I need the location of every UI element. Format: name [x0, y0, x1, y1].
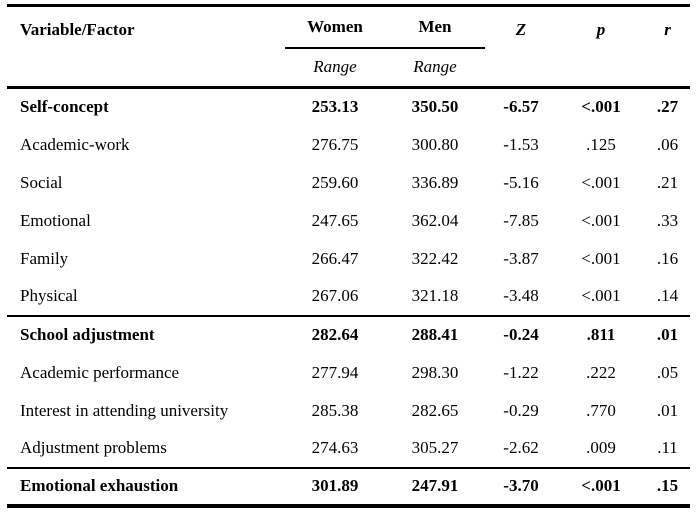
- row-label: Academic performance: [20, 362, 180, 382]
- p-value: <.001: [581, 286, 621, 305]
- table-row-self-concept: Self-concept 253.13 350.50 -6.57 <.001 .…: [7, 88, 690, 126]
- column-header-men: Men: [385, 5, 485, 49]
- r-value: .01: [645, 314, 690, 354]
- r-value: .21: [656, 172, 679, 192]
- men-value: 336.89: [411, 172, 459, 192]
- r-value: .14: [656, 286, 679, 305]
- p-value: .811: [557, 314, 645, 354]
- women-value: 285.38: [311, 400, 359, 420]
- z-value: -1.22: [503, 362, 539, 382]
- column-header-variable-factor: Variable/Factor: [20, 20, 135, 39]
- women-value: 259.60: [311, 172, 359, 192]
- subheader-men-range: Range: [413, 57, 457, 77]
- r-value: .05: [656, 362, 679, 382]
- men-value: 300.80: [411, 134, 459, 154]
- men-value: 282.65: [411, 400, 459, 420]
- women-value: 276.75: [311, 134, 359, 154]
- p-value: .222: [586, 362, 616, 382]
- table-row-interest-university: Interest in attending university 285.38 …: [7, 392, 690, 430]
- p-value: .009: [586, 438, 616, 457]
- row-label: Academic-work: [20, 134, 130, 154]
- table-row-academic-performance: Academic performance 277.94 298.30 -1.22…: [7, 354, 690, 392]
- table-row-school-adjustment: School adjustment 282.64 288.41 -0.24 .8…: [7, 314, 690, 354]
- z-value: -3.48: [503, 286, 539, 305]
- z-value: -0.29: [503, 400, 539, 420]
- men-value: 298.30: [411, 362, 459, 382]
- table-row-social: Social 259.60 336.89 -5.16 <.001 .21: [7, 164, 690, 202]
- women-value: 253.13: [311, 97, 359, 117]
- women-value: 266.47: [311, 248, 359, 268]
- table-row-academic-work: Academic-work 276.75 300.80 -1.53 .125 .…: [7, 126, 690, 164]
- women-value: 277.94: [311, 362, 359, 382]
- women-value: 267.06: [311, 286, 359, 305]
- header-row: Variable/Factor Women Men Z p r: [7, 5, 690, 49]
- row-label: School adjustment: [7, 314, 285, 354]
- row-label: Emotional exhaustion: [7, 466, 285, 506]
- r-value: .06: [656, 134, 679, 154]
- z-value: -2.62: [503, 438, 539, 457]
- r-value: .16: [656, 248, 679, 268]
- column-header-z: Z: [515, 20, 527, 39]
- z-value: -5.16: [503, 172, 539, 192]
- men-value: 288.41: [385, 314, 485, 354]
- column-header-r: r: [664, 20, 671, 39]
- p-value: <.001: [581, 248, 621, 268]
- z-value: -7.85: [503, 210, 539, 230]
- men-value: 350.50: [411, 97, 459, 117]
- z-value: -3.87: [503, 248, 539, 268]
- column-header-women: Women: [285, 5, 385, 49]
- p-value: <.001: [581, 172, 621, 192]
- men-value: 247.91: [385, 466, 485, 506]
- subheader-women-range: Range: [313, 57, 357, 77]
- row-label: Physical: [20, 286, 78, 305]
- men-value: 362.04: [411, 210, 459, 230]
- women-value: 274.63: [311, 438, 359, 457]
- p-value: .770: [586, 400, 616, 420]
- table-row-adjustment-problems: Adjustment problems 274.63 305.27 -2.62 …: [7, 430, 690, 468]
- row-label: Emotional: [20, 210, 91, 230]
- row-label: Family: [20, 248, 69, 268]
- r-value: .33: [656, 210, 679, 230]
- men-value: 322.42: [411, 248, 459, 268]
- r-value: .27: [656, 97, 679, 117]
- subheader-row: Range Range: [7, 48, 690, 88]
- women-value: 247.65: [311, 210, 359, 230]
- table-body: Self-concept 253.13 350.50 -6.57 <.001 .…: [7, 88, 690, 506]
- z-value: -3.70: [485, 466, 557, 506]
- p-value: <.001: [557, 466, 645, 506]
- z-value: -1.53: [503, 134, 539, 154]
- table-row-physical: Physical 267.06 321.18 -3.48 <.001 .14: [7, 278, 690, 316]
- row-label: Interest in attending university: [20, 400, 229, 420]
- p-value: <.001: [581, 210, 621, 230]
- row-label: Adjustment problems: [20, 438, 167, 457]
- z-value: -6.57: [503, 97, 539, 117]
- column-header-p: p: [596, 20, 606, 39]
- men-value: 305.27: [411, 438, 459, 457]
- women-value: 301.89: [285, 466, 385, 506]
- women-value: 282.64: [285, 314, 385, 354]
- r-value: .11: [657, 438, 678, 457]
- row-label: Social: [20, 172, 63, 192]
- men-value: 321.18: [411, 286, 459, 305]
- p-value: .125: [586, 134, 616, 154]
- table-row-emotional-exhaustion: Emotional exhaustion 301.89 247.91 -3.70…: [7, 466, 690, 506]
- r-value: .01: [656, 400, 679, 420]
- statistics-table: Variable/Factor Women Men Z p r Range Ra…: [7, 4, 690, 508]
- row-label: Self-concept: [20, 97, 109, 117]
- table-row-emotional: Emotional 247.65 362.04 -7.85 <.001 .33: [7, 202, 690, 240]
- table-row-family: Family 266.47 322.42 -3.87 <.001 .16: [7, 240, 690, 278]
- r-value: .15: [645, 466, 690, 506]
- p-value: <.001: [581, 97, 621, 117]
- z-value: -0.24: [485, 314, 557, 354]
- table-header: Variable/Factor Women Men Z p r Range Ra…: [7, 5, 690, 88]
